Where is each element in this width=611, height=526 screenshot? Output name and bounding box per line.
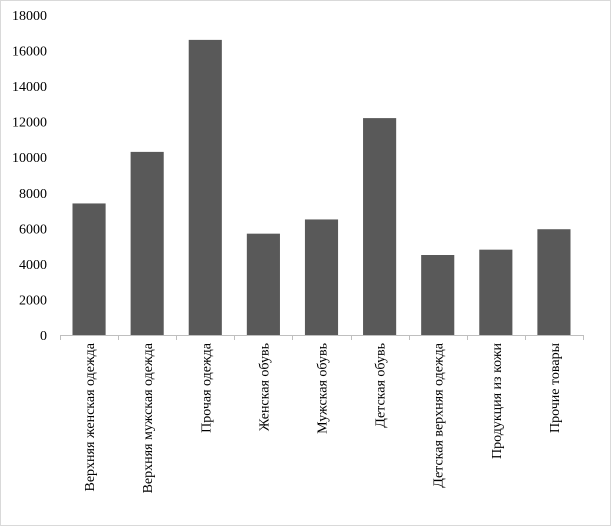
y-tick-label: 4000 [19,258,47,273]
y-tick-label: 0 [40,329,47,344]
category-label: Женская обувь [257,343,272,431]
category-label: Прочая одежда [199,342,214,433]
category-label: Продукция из кожи [490,343,505,459]
bar [421,255,455,335]
bar [130,151,164,335]
y-tick-label: 6000 [19,222,47,237]
y-tick-label: 16000 [12,45,47,60]
category-label: Верхняя мужская одежда [141,342,156,493]
bar [479,249,513,335]
y-tick-label: 10000 [12,151,47,166]
category-label: Прочие товары [548,342,563,433]
y-tick-label: 12000 [12,116,47,131]
bar [72,203,106,335]
category-label: Мужская обувь [316,343,331,434]
bar [246,233,280,335]
y-tick-label: 14000 [12,80,47,95]
bar [304,219,339,335]
category-label: Детская верхняя одежда [432,342,447,488]
bar [188,39,222,336]
y-tick-label: 18000 [12,9,47,24]
y-tick-label: 2000 [19,293,47,308]
category-label: Детская обувь [374,343,389,428]
category-label: Верхняя женская одежда [83,342,98,491]
bar [363,118,397,335]
y-tick-label: 8000 [19,187,47,202]
bar [537,229,571,335]
